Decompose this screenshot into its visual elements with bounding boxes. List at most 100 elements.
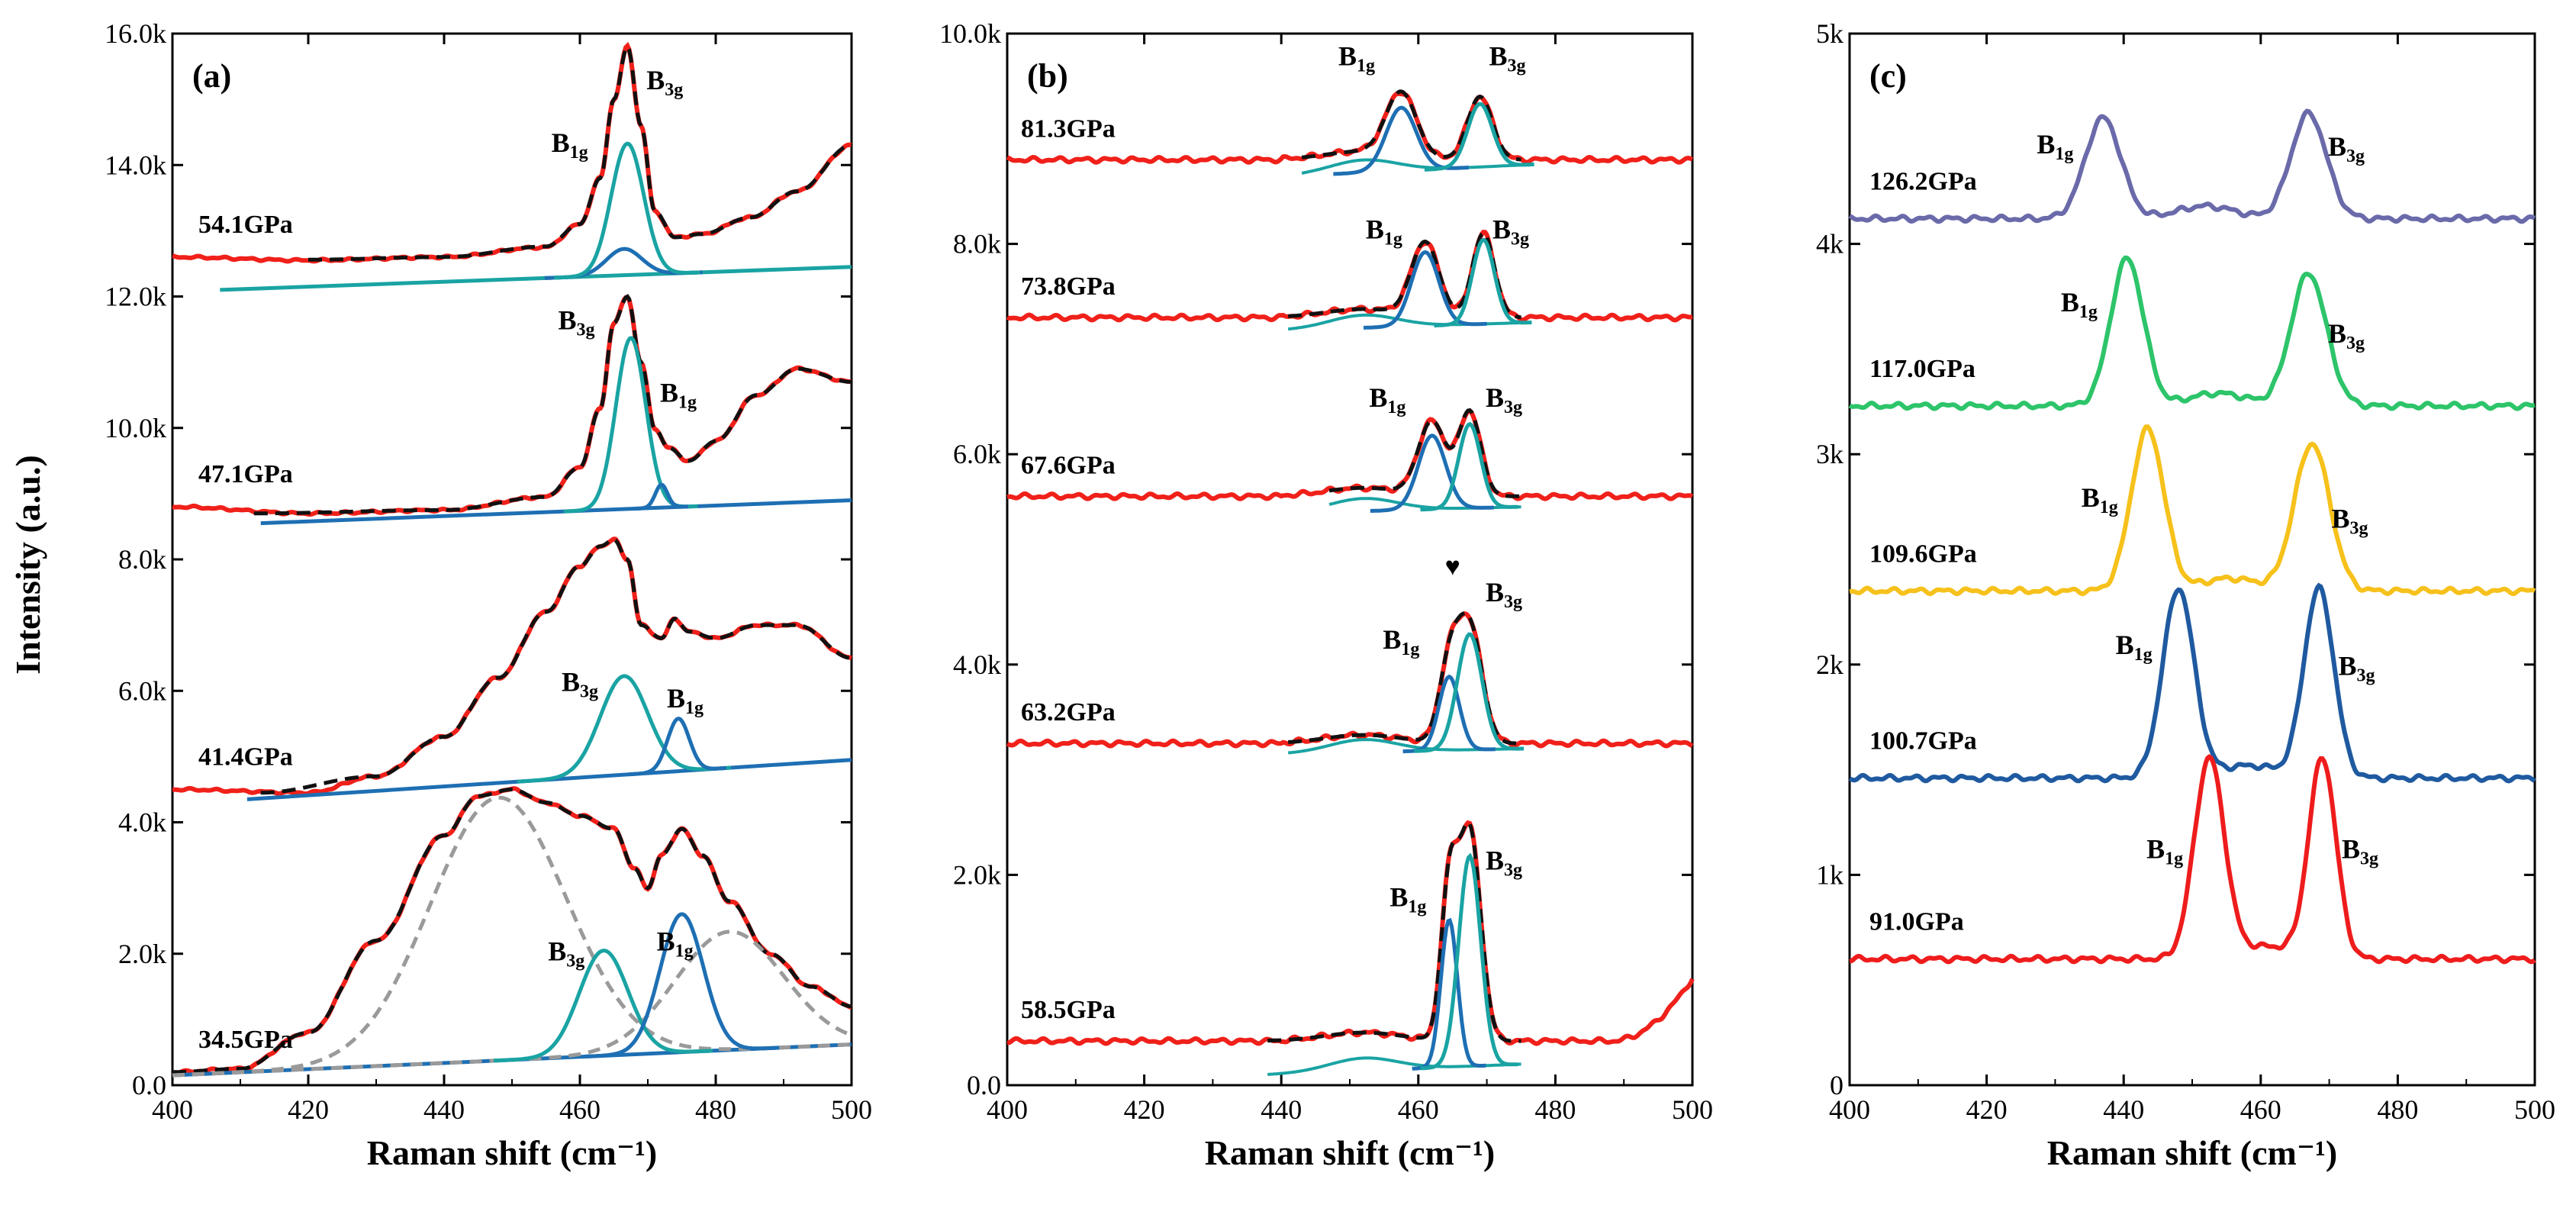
experimental-curve [1006,408,1694,501]
pressure-label: 73.8GPa [1021,272,1116,301]
y-tick-label: 0.0 [967,1070,1001,1100]
pressure-label: 117.0GPa [1869,355,1975,383]
panel-label: (a) [192,57,231,95]
spectrum-63.2GPa: B1g B3g ♥ 63.2GPa [1006,553,1694,755]
mode-label-B3g: B3g [1486,577,1522,612]
plot-frame [1006,32,1694,1087]
panel-label: (b) [1027,57,1068,95]
y-tick-label: 4.0k [953,649,1001,680]
baseline [260,498,852,526]
mode-label-B1g: B1g [2146,833,2183,868]
spectrum-54.1GPa: B1g B3g 54.1GPa [172,41,852,292]
fit-curve [1287,611,1521,746]
panel-label: (c) [1869,57,1907,95]
peak-B1g [584,912,780,1058]
mode-label-B3g: B3g [2328,318,2365,353]
experimental-curve [1006,820,1695,1046]
mode-label-B1g: B1g [2116,630,2153,665]
pressure-label: 100.7GPa [1869,727,1977,756]
fit-curve [308,43,852,262]
spectrum-47.1GPa: B3g B1g 47.1GPa [172,294,852,526]
x-tick-label: 440 [2103,1094,2144,1125]
pressure-label: 54.1GPa [198,211,293,239]
mode-label-B1g: B1g [2037,129,2073,164]
panel-b: 400 420 440 460 480 500 0.0 2.0k 4.0k 6.0k 8.0k 10.… [939,18,1713,1172]
x-tick-label: 440 [1261,1094,1302,1125]
panel-c: 400 420 440 460 480 500 0 1k 2k 3k 4k 5k Raman shift… [1816,18,2555,1172]
x-axis-title: Raman shift (cm⁻¹) [1205,1133,1495,1172]
pressure-label: 67.6GPa [1021,451,1116,479]
spectrum-100.7GPa: B1g B3g 100.7GPa [1848,582,2536,784]
peak-B3g [493,949,713,1063]
mode-label-B3g: B3g [562,666,598,701]
y-tick-label: 4.0k [118,807,166,838]
y-tick-label: 10.0k [939,18,1001,49]
spectrum-58.5GPa: B1g B3g 58.5GPa [1006,820,1695,1076]
pressure-label: 91.0GPa [1869,908,1964,936]
x-tick-label: 420 [1966,1094,2008,1125]
spectrum-81.3GPa: B1g B3g 81.3GPa [1006,40,1693,176]
peak-B3g [1420,852,1518,1071]
mode-label-B3g: B3g [646,65,683,100]
fit-curve [172,787,852,1075]
spectrum-curve [1848,255,2536,411]
pressure-label: 109.6GPa [1869,540,1977,568]
x-tick-label: 460 [2240,1094,2281,1125]
y-tick-label: 6.0k [953,439,1001,469]
spectrum-126.2GPa: B1g B3g 126.2GPa [1848,108,2536,224]
experimental-curve [1006,611,1694,749]
fit-curve [1267,820,1521,1043]
x-tick-label: 480 [695,1094,736,1125]
fit-curve [1328,408,1521,498]
y-tick-label: 2.0k [953,859,1001,890]
spectrum-34.5GPa: B3g B1g 34.5GPa [172,786,852,1078]
baseline [1301,158,1521,175]
mode-label-B1g: B1g [2082,482,2118,517]
mode-label-B1g: B1g [657,926,694,961]
y-tick-label: 2.0k [118,939,166,969]
mode-label-B3g: B3g [1486,382,1522,417]
y-tick-label: 12.0k [105,282,166,312]
x-tick-label: 420 [1124,1094,1165,1125]
spectrum-curve [1848,108,2536,224]
y-tick-label: 14.0k [105,150,166,180]
peak-B3g [1434,237,1532,327]
x-tick-label: 400 [152,1094,193,1125]
mode-label-B3g: B3g [2332,504,2368,539]
spectrum-91.0GPa: B1g B3g 91.0GPa [1849,754,2536,965]
pressure-label: 47.1GPa [198,460,293,488]
x-tick-label: 400 [987,1094,1028,1125]
x-tick-label: 460 [559,1094,601,1125]
pressure-label: 126.2GPa [1869,168,1977,196]
mode-label-B3g: B3g [548,936,584,971]
x-tick-label: 480 [1534,1094,1576,1125]
y-axis-title: Intensity (a.u.) [8,455,47,675]
spectrum-41.4GPa: B3g B1g 41.4GPa [172,536,852,801]
peak-B1g [633,482,689,511]
pressure-label: 81.3GPa [1021,114,1116,143]
mode-label-B1g: B1g [1383,624,1419,659]
mode-label-B3g: B3g [2342,833,2378,868]
heart-marker: ♥ [1445,553,1460,582]
mode-label-B3g: B3g [559,305,595,340]
pressure-label: 63.2GPa [1021,698,1116,727]
y-tick-label: 8.0k [118,544,166,575]
spectrum-117.0GPa: B1g B3g 117.0GPa [1848,255,2536,411]
y-tick-label: 2k [1816,649,1843,680]
mode-label-B1g: B1g [1366,214,1402,250]
y-tick-label: 16.0k [105,18,166,49]
x-tick-label: 500 [2514,1094,2555,1125]
y-tick-label: 4k [1816,229,1843,259]
y-tick-label: 6.0k [118,675,166,706]
x-tick-label: 420 [288,1094,329,1125]
peak-B3g [554,141,700,280]
fit-curve [253,294,852,516]
peak-B3g [1424,101,1534,172]
peak-B1g [1370,433,1494,513]
spectrum-curve [1848,582,2536,784]
mode-label-B1g: B1g [552,127,588,163]
y-tick-label: 10.0k [105,413,166,443]
peak-B3g [517,674,732,784]
